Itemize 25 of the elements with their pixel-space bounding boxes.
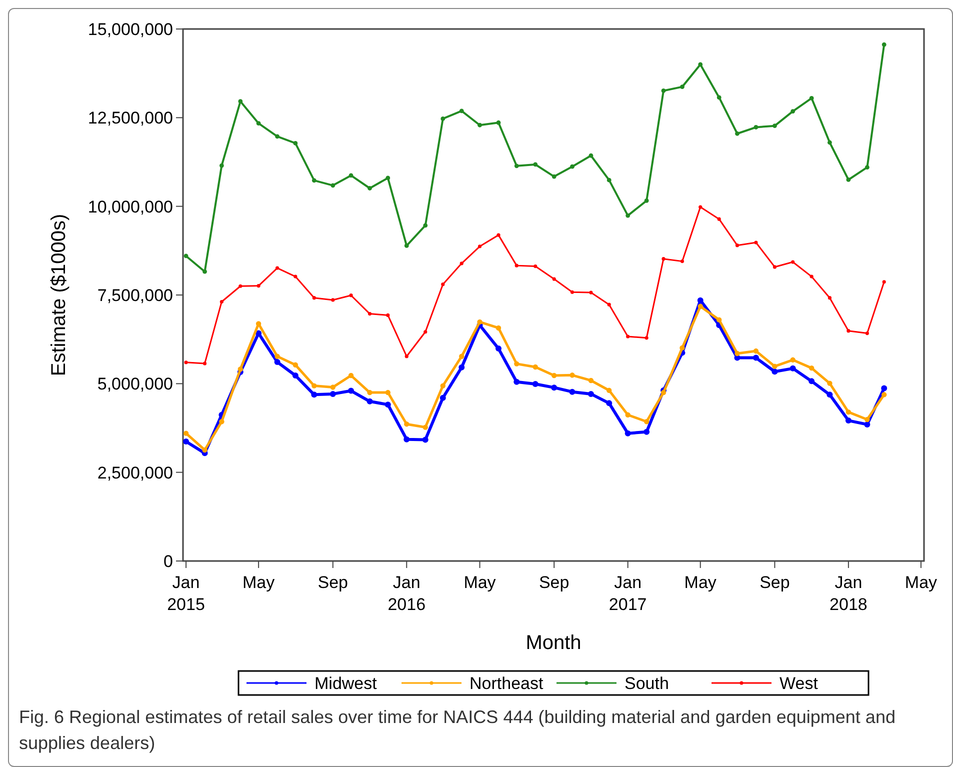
x-tick-label: May: [242, 573, 276, 592]
legend-label: Northeast: [470, 674, 544, 693]
y-tick-label: 10,000,000: [88, 197, 173, 216]
caption: Fig. 6 Regional estimates of retail sales over time for NAICS 444 (building material and garden equipment and supplies dealers): [18, 706, 896, 755]
x-tick-label: Jan 2016: [388, 573, 426, 614]
y-tick-label: 0: [164, 552, 173, 571]
x-axis-title: Month: [526, 632, 582, 654]
x-tick-label: Sep: [538, 573, 570, 592]
y-axis-title: Estimate ($1000s): [48, 214, 70, 376]
y-tick-label: 7,500,000: [97, 286, 173, 305]
x-tick-label: Jan 2018: [830, 573, 868, 614]
x-tick-label: May: [684, 573, 717, 592]
y-tick-label: 2,500,000: [97, 463, 173, 482]
y-tick-label: 5,000,000: [97, 374, 173, 394]
y-tick-label: 15,000,000: [88, 20, 173, 39]
legend-label: South: [624, 674, 669, 693]
x-tick-label: Jan 2017: [608, 573, 647, 614]
x-tick-label: Jan 2015: [167, 573, 205, 614]
legend-label: West: [780, 674, 818, 693]
legend-label: Midwest: [314, 674, 378, 693]
x-tick-label: Sep: [760, 573, 790, 592]
x-tick-label: May: [904, 573, 938, 592]
x-tick-label: May: [464, 573, 496, 592]
x-tick-label: Sep: [318, 573, 348, 592]
y-tick-label: 12,500,000: [88, 108, 173, 128]
